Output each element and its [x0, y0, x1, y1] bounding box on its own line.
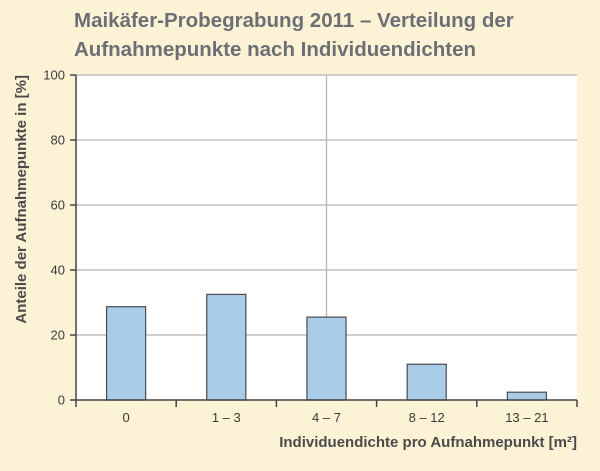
x-tick-label: 8 – 12 [409, 410, 445, 425]
x-tick-label: 0 [122, 410, 129, 425]
bar [306, 316, 347, 401]
bar [406, 363, 447, 401]
bar [105, 306, 147, 401]
x-tick-label: 4 – 7 [312, 410, 341, 425]
y-axis-label: Anteile der Aufnahmepunkte in [%] [13, 75, 30, 324]
y-tick-label: 100 [43, 68, 65, 83]
bar [506, 391, 548, 401]
chart-title-line-1: Maikäfer-Probegrabung 2011 – Verteilung … [74, 9, 514, 32]
y-tick-labels: 0 20 40 60 80 100 [43, 68, 65, 408]
bars [105, 293, 548, 401]
y-tick-label: 0 [58, 393, 65, 408]
x-tick-labels: 0 1 – 3 4 – 7 8 – 12 13 – 21 [122, 410, 548, 425]
axes [70, 74, 578, 407]
chart-title: Maikäfer-Probegrabung 2011 – Verteilung … [74, 6, 594, 64]
grid-lines [76, 74, 577, 400]
chart-title-line-2: Aufnahmepunkte nach Individuendichten [74, 38, 477, 61]
x-tick-label: 1 – 3 [212, 410, 241, 425]
x-tick-label: 13 – 21 [505, 410, 548, 425]
x-axis-label: Individuendichte pro Aufnahmepunkt [m²] [279, 434, 577, 451]
y-tick-label: 20 [51, 328, 65, 343]
y-tick-label: 40 [51, 263, 65, 278]
y-tick-label: 60 [51, 198, 65, 213]
bar [206, 293, 247, 401]
y-tick-label: 80 [51, 133, 65, 148]
